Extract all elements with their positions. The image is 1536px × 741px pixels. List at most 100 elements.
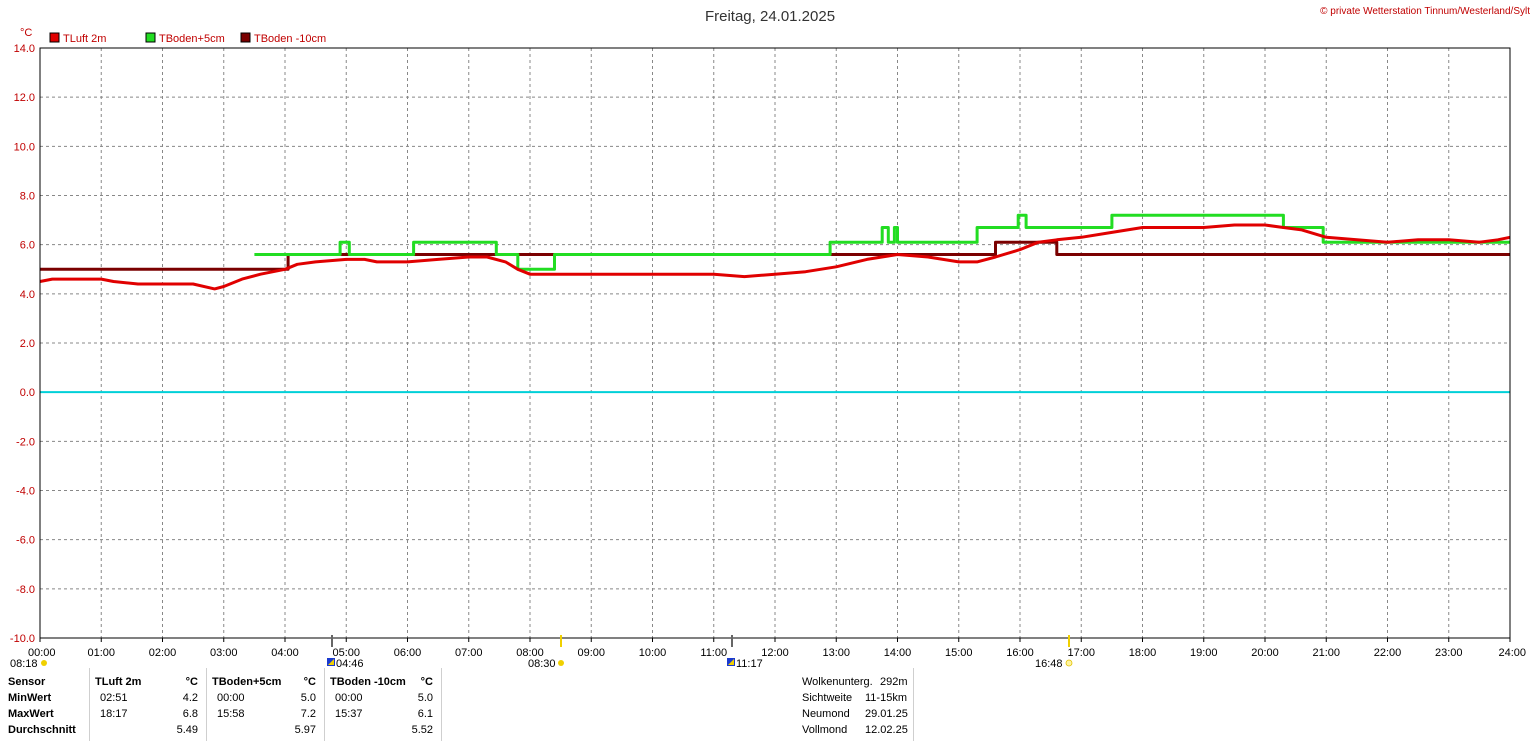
min-value: 5.0 <box>417 692 433 704</box>
x-tick-label: 16:00 <box>1006 647 1034 659</box>
column-header: TBoden+5cm <box>212 676 282 688</box>
row-labels-column: Sensor MinWert MaxWert Durchschnitt <box>0 668 89 741</box>
moonset-time: 08:18 <box>10 658 38 670</box>
x-tick-label: 09:00 <box>577 647 605 659</box>
x-tick-label: 00:00 <box>28 647 56 659</box>
moon-transit-icon-highlight <box>728 659 734 665</box>
stats-column-tluft: TLuft 2m °C 02:51 4.2 18:17 6.8 5.49 <box>90 668 206 741</box>
x-tick-label: 02:00 <box>149 647 177 659</box>
x-tick-label: 03:00 <box>210 647 238 659</box>
x-tick-label: 10:00 <box>639 647 667 659</box>
y-tick-label: 4.0 <box>20 289 35 301</box>
legend: TLuft 2m TBoden+5cm TBoden -10cm <box>49 32 326 45</box>
x-tick-label: 24:00 <box>1498 647 1526 659</box>
info-value: 29.01.25 <box>865 708 908 720</box>
moonrise-icon-highlight <box>328 659 334 665</box>
max-value: 6.1 <box>417 708 433 720</box>
sunrise-icon <box>558 660 564 666</box>
y-tick-label: -4.0 <box>16 486 35 498</box>
min-time: 02:51 <box>100 692 128 704</box>
min-value: 5.0 <box>300 692 316 704</box>
x-tick-label: 15:00 <box>945 647 973 659</box>
column-header: TLuft 2m <box>95 676 142 688</box>
y-tick-label: -8.0 <box>16 584 35 596</box>
statistics-table: Sensor MinWert MaxWert Durchschnitt TLuf… <box>0 668 1536 741</box>
x-tick-label: 11:00 <box>700 647 727 659</box>
row-label-max: MaxWert <box>8 708 54 720</box>
x-tick-label: 19:00 <box>1190 647 1218 659</box>
legend-swatch-tboden10 <box>240 32 251 43</box>
stats-column-tboden10: TBoden -10cm °C 00:00 5.0 15:37 6.1 5.52 <box>325 668 441 741</box>
astro-markers: 08:18 04:46 08:30 11:17 16:48 <box>10 635 1073 670</box>
info-label: Neumond <box>802 708 850 720</box>
legend-swatch-tboden5 <box>145 32 156 43</box>
x-tick-label: 22:00 <box>1374 647 1402 659</box>
y-tick-label: -2.0 <box>16 436 35 448</box>
row-label-min: MinWert <box>8 692 52 704</box>
avg-value: 5.52 <box>411 724 433 736</box>
max-time: 15:37 <box>335 708 363 720</box>
moonset-icon <box>41 660 47 666</box>
row-label-avg: Durchschnitt <box>8 724 76 736</box>
series-line-tboden5 <box>254 213 1510 271</box>
info-label: Sichtweite <box>802 692 853 704</box>
column-divider <box>441 668 442 741</box>
y-tick-label: 8.0 <box>20 191 35 203</box>
avg-value: 5.49 <box>176 724 198 736</box>
info-panel: Wolkenunterg. 292m Sichtweite 11-15km Ne… <box>795 668 913 741</box>
max-value: 7.2 <box>300 708 316 720</box>
stats-column-tboden5: TBoden+5cm °C 00:00 5.0 15:58 7.2 5.97 <box>207 668 324 741</box>
legend-label-tboden10: TBoden -10cm <box>254 33 326 45</box>
y-tick-label: 6.0 <box>20 240 35 252</box>
x-tick-label: 17:00 <box>1067 647 1095 659</box>
column-divider <box>206 668 207 741</box>
column-unit: °C <box>185 676 198 688</box>
min-time: 00:00 <box>217 692 245 704</box>
info-value: 292m <box>880 676 908 688</box>
column-divider <box>324 668 325 741</box>
x-tick-label: 01:00 <box>87 647 115 659</box>
grid <box>40 48 1510 638</box>
column-unit: °C <box>303 676 316 688</box>
y-tick-label: 0.0 <box>20 387 35 399</box>
y-tick-label: 12.0 <box>14 92 35 104</box>
x-tick-label: 14:00 <box>884 647 912 659</box>
x-axis-ticks: 00:00 01:00 02:00 03:00 04:00 05:00 06:00 07:00… <box>28 638 1526 659</box>
copyright-text: © private Wetterstation Tinnum/Westerlan… <box>1320 6 1530 17</box>
series-lines <box>39 213 1511 291</box>
max-time: 15:58 <box>217 708 245 720</box>
legend-label-tluft: TLuft 2m <box>63 33 106 45</box>
x-tick-label: 04:00 <box>271 647 299 659</box>
x-tick-label: 23:00 <box>1435 647 1463 659</box>
x-tick-label: 20:00 <box>1251 647 1279 659</box>
min-value: 4.2 <box>182 692 198 704</box>
y-tick-label: -10.0 <box>10 633 35 645</box>
moonrise-time: 04:46 <box>336 658 364 670</box>
y-tick-label: 2.0 <box>20 338 35 350</box>
x-tick-label: 21:00 <box>1312 647 1340 659</box>
x-tick-label: 12:00 <box>761 647 789 659</box>
max-time: 18:17 <box>100 708 128 720</box>
x-tick-label: 13:00 <box>822 647 850 659</box>
x-tick-label: 06:00 <box>394 647 422 659</box>
legend-swatch-tluft <box>49 32 60 43</box>
x-tick-label: 08:00 <box>516 647 544 659</box>
column-divider <box>913 668 914 741</box>
column-header: TBoden -10cm <box>330 676 406 688</box>
chart-title: Freitag, 24.01.2025 <box>705 8 835 25</box>
sensor-header: Sensor <box>8 676 46 688</box>
y-tick-label: 10.0 <box>14 141 35 153</box>
column-unit: °C <box>420 676 433 688</box>
y-unit-label: °C <box>20 27 32 39</box>
info-value: 12.02.25 <box>865 724 908 736</box>
min-time: 00:00 <box>335 692 363 704</box>
x-tick-label: 18:00 <box>1129 647 1157 659</box>
series-line-tluft <box>39 223 1511 291</box>
y-axis-ticks: 14.0 12.0 10.0 8.0 6.0 4.0 2.0 0.0 -2.0 -4.0 -6.0 -… <box>10 43 35 645</box>
moon-transit-time: 11:17 <box>736 658 763 670</box>
info-label: Vollmond <box>802 724 848 736</box>
sunset-icon <box>1065 659 1073 667</box>
x-tick-label: 07:00 <box>455 647 483 659</box>
sunrise-time: 08:30 <box>528 658 556 670</box>
